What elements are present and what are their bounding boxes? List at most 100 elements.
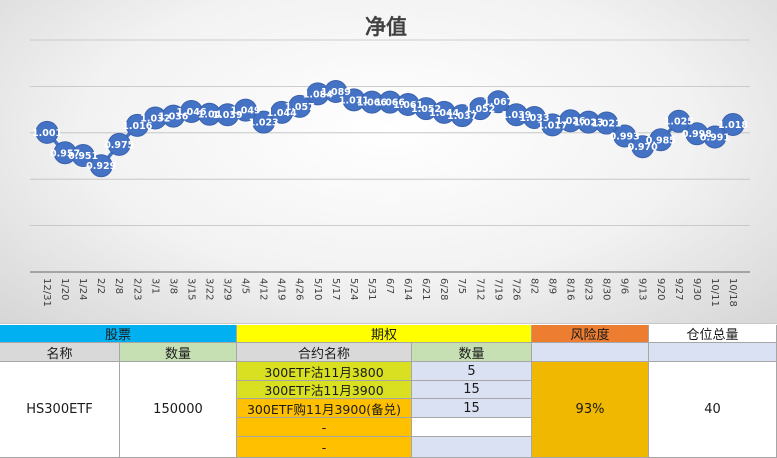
data-label: 1.023 bbox=[574, 118, 604, 129]
x-tick-label: 7/26 bbox=[510, 278, 521, 300]
x-tick-label: 3/22 bbox=[203, 278, 214, 300]
data-label: 1.049 bbox=[231, 106, 261, 117]
x-tick-label: 2/8 bbox=[113, 278, 124, 294]
x-tick-label: 5/17 bbox=[330, 278, 341, 300]
x-tick-label: 3/1 bbox=[149, 278, 160, 294]
x-tick-label: 1/20 bbox=[59, 278, 70, 300]
position-value-cell: 40 bbox=[649, 362, 777, 458]
data-label: 1.044 bbox=[267, 108, 297, 119]
data-point-marker bbox=[107, 132, 131, 156]
data-label: 0.951 bbox=[68, 151, 98, 162]
contract-col-header: 合约名称 bbox=[237, 343, 412, 362]
data-label: 1.001 bbox=[32, 128, 62, 139]
contract-name-cell: 300ETF沽11月3800 bbox=[237, 362, 412, 381]
data-point-marker bbox=[89, 154, 113, 178]
contract-qty-cell: 5 bbox=[412, 362, 532, 381]
x-tick-label: 2/23 bbox=[131, 278, 142, 300]
data-label: 1.032 bbox=[140, 113, 170, 124]
data-point-marker bbox=[721, 112, 745, 136]
data-point-marker bbox=[71, 144, 95, 168]
data-label: 1.026 bbox=[555, 116, 585, 127]
x-tick-label: 8/30 bbox=[601, 278, 612, 300]
stock-qty-cell: 150000 bbox=[120, 362, 237, 458]
x-tick-label: 10/18 bbox=[727, 278, 738, 307]
data-label: 0.991 bbox=[700, 132, 730, 143]
data-label: 0.993 bbox=[610, 132, 640, 143]
x-axis-ticks: 12/31 1/20 1/24 2/2 2/8 2/23 3/1 3/8 3/15 3/22 3/2… bbox=[41, 278, 738, 307]
x-tick-label: 1/24 bbox=[77, 278, 88, 300]
data-label: 1.084 bbox=[303, 89, 333, 100]
data-label: 1.052 bbox=[411, 104, 441, 115]
data-point-marker bbox=[649, 128, 673, 152]
stock-header: 股票 bbox=[0, 325, 237, 343]
stock-name-col-header: 名称 bbox=[0, 343, 120, 362]
x-tick-label: 5/24 bbox=[348, 278, 359, 300]
contract-name-cell: 300ETF沽11月3900 bbox=[237, 381, 412, 399]
x-tick-label: 9/6 bbox=[619, 278, 630, 294]
data-point-marker bbox=[234, 98, 258, 122]
x-tick-label: 2/2 bbox=[95, 278, 106, 294]
x-tick-label: 6/7 bbox=[384, 278, 395, 294]
data-label: 1.044 bbox=[429, 108, 459, 119]
x-tick-label: 9/27 bbox=[673, 278, 684, 300]
data-label: 1.021 bbox=[592, 119, 622, 130]
x-tick-label: 7/19 bbox=[492, 278, 503, 300]
data-label: 1.066 bbox=[357, 98, 387, 109]
risk-value-cell: 93% bbox=[532, 362, 649, 458]
contract-name-cell: 300ETF购11月3900(备兑) bbox=[237, 399, 412, 418]
data-label: 1.066 bbox=[375, 98, 405, 109]
risk-subheader-blank bbox=[532, 343, 649, 362]
data-label: 0.929 bbox=[86, 161, 116, 172]
x-tick-label: 6/14 bbox=[402, 278, 413, 300]
line-chart: 净值 12/31 1/20 1/24 2/2 2/8 2/23 3/1 3/8 3/15 3/22… bbox=[30, 15, 750, 307]
x-tick-label: 6/28 bbox=[438, 278, 449, 300]
x-tick-label: 4/26 bbox=[294, 278, 305, 300]
x-tick-label: 5/31 bbox=[366, 278, 377, 300]
data-point-marker bbox=[288, 94, 312, 118]
data-point-marker bbox=[613, 124, 637, 148]
x-tick-label: 3/15 bbox=[185, 278, 196, 300]
gridlines bbox=[30, 39, 750, 273]
data-label: 1.061 bbox=[393, 100, 423, 111]
data-label: 0.957 bbox=[50, 148, 80, 159]
x-tick-label: 8/16 bbox=[565, 278, 576, 300]
stock-name-cell: HS300ETF bbox=[0, 362, 120, 458]
contract-qty-cell bbox=[412, 418, 532, 437]
data-label: 1.037 bbox=[447, 111, 477, 122]
x-tick-label: 7/12 bbox=[474, 278, 485, 300]
contract-name-cell: - bbox=[237, 418, 412, 437]
option-header: 期权 bbox=[237, 325, 532, 343]
contract-name-cell: - bbox=[237, 437, 412, 458]
position-table: 股票 期权 风险度 仓位总量 名称 数量 合约名称 数量 HS300ETF 15… bbox=[0, 325, 777, 458]
data-label: 1.057 bbox=[285, 102, 315, 113]
risk-header: 风险度 bbox=[532, 325, 649, 343]
data-label: 1.016 bbox=[122, 121, 152, 132]
x-tick-label: 3/29 bbox=[222, 278, 233, 300]
data-markers bbox=[35, 80, 745, 178]
data-label: 1.04 bbox=[198, 110, 222, 121]
data-label: 0.970 bbox=[628, 142, 658, 153]
data-point-marker bbox=[667, 109, 691, 133]
x-tick-label: 9/13 bbox=[637, 278, 648, 300]
x-tick-label: 4/5 bbox=[240, 278, 251, 294]
x-tick-label: 6/21 bbox=[420, 278, 431, 300]
data-label: 1.039 bbox=[501, 110, 531, 121]
option-qty-col-header: 数量 bbox=[412, 343, 532, 362]
x-tick-label: 12/31 bbox=[41, 278, 52, 307]
data-label: 1.036 bbox=[158, 112, 188, 123]
data-label: 1.023 bbox=[249, 118, 279, 129]
x-tick-label: 9/20 bbox=[655, 278, 666, 300]
x-tick-label: 10/11 bbox=[709, 278, 720, 307]
data-label: 1.046 bbox=[176, 107, 206, 118]
x-tick-label: 8/23 bbox=[583, 278, 594, 300]
position-subheader-blank bbox=[649, 343, 777, 362]
data-point-marker bbox=[35, 120, 59, 144]
data-point-marker bbox=[595, 111, 619, 135]
x-tick-label: 4/19 bbox=[276, 278, 287, 300]
data-label: 1.067 bbox=[483, 97, 513, 108]
x-tick-label: 4/12 bbox=[258, 278, 269, 300]
data-label: 1.039 bbox=[213, 110, 243, 121]
x-tick-label: 5/10 bbox=[312, 278, 323, 300]
contract-qty-cell: 15 bbox=[412, 399, 532, 418]
data-point-marker bbox=[252, 110, 276, 134]
